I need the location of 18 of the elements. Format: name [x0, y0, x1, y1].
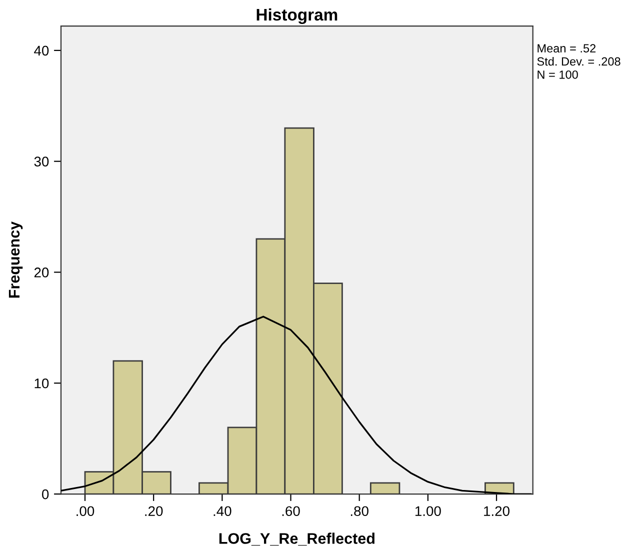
- y-tick-label: 40: [34, 46, 49, 56]
- x-tick-label: 1.20: [484, 506, 510, 516]
- text: Mean = .52: [538, 44, 596, 53]
- x-tick-label: .00: [76, 506, 94, 516]
- chart-title: Histogram: [256, 8, 338, 24]
- y-tick-label: 30: [34, 156, 49, 166]
- text: N = 100: [538, 70, 578, 79]
- x-tick-label: .40: [214, 506, 232, 516]
- x-tick-label: .60: [282, 506, 300, 516]
- y-tick-label: 0: [42, 489, 49, 500]
- x-tick-label: .80: [350, 506, 368, 516]
- x-tick-label: 1.00: [415, 506, 441, 516]
- y-axis-title: Frequency: [8, 221, 23, 298]
- y-tick-label: 10: [34, 378, 49, 388]
- text: Std. Dev. = .208: [537, 56, 620, 66]
- y-tick-label: 20: [34, 268, 49, 278]
- x-tick-label: .20: [145, 506, 163, 516]
- x-axis-title: LOG_Y_Re_Reflected: [219, 532, 374, 546]
